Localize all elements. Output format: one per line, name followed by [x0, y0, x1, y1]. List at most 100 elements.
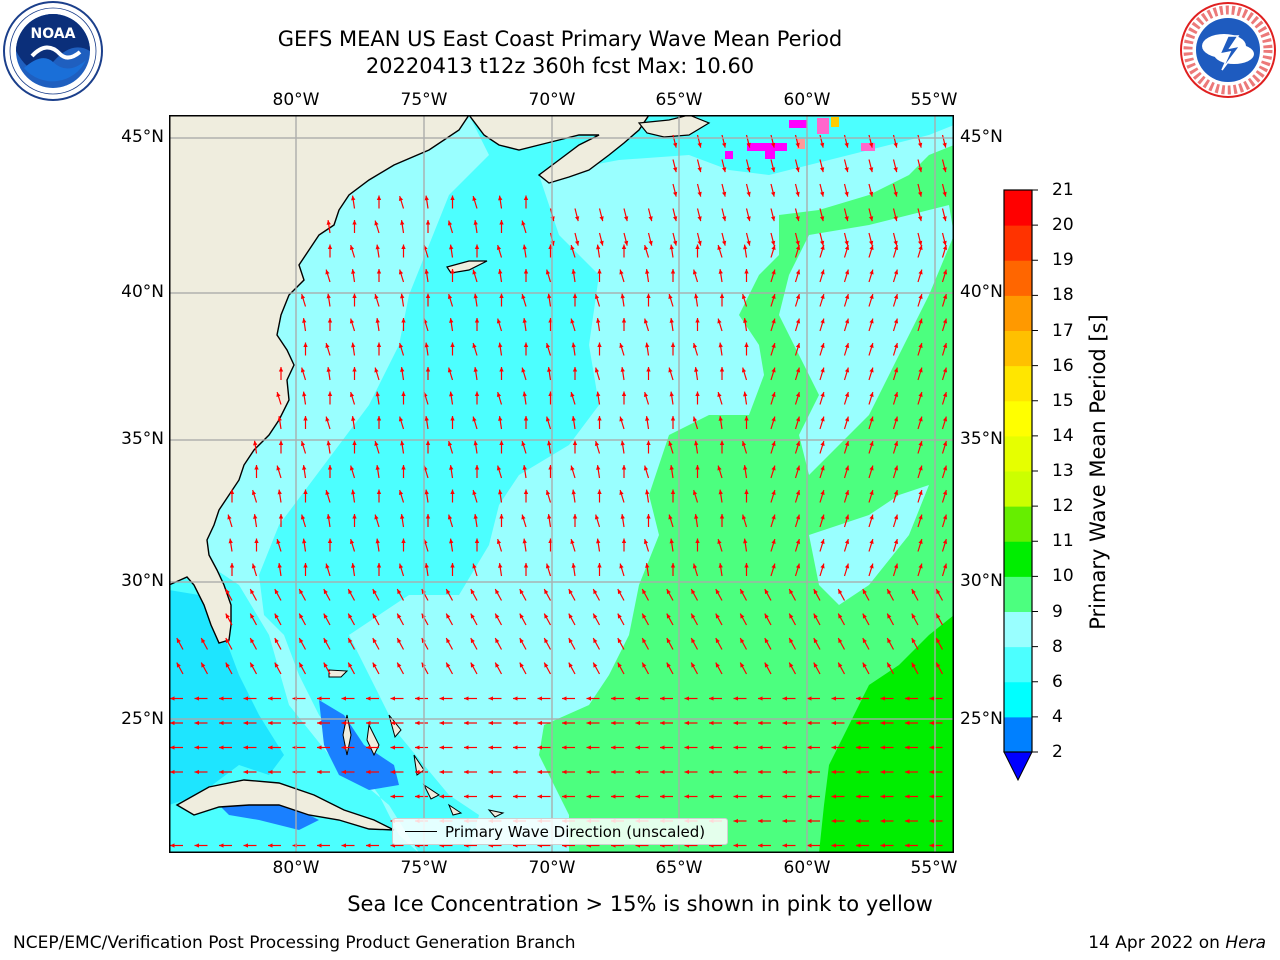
wave-direction-arrowhead [176, 662, 181, 668]
wave-direction-arrowhead [660, 745, 665, 750]
wave-direction-arrowhead [376, 563, 382, 568]
wave-direction-arrowhead [250, 589, 255, 595]
wave-direction-arrowhead [611, 696, 616, 701]
wave-direction-arrowhead [366, 843, 371, 848]
wave-direction-arrowhead [341, 769, 347, 775]
wave-direction-arrowhead [470, 613, 475, 619]
wave-direction-arrowhead [594, 294, 600, 300]
wave-direction-arrowhead [470, 589, 475, 595]
wave-direction-arrowhead [905, 745, 910, 750]
wave-direction-arrowhead [838, 662, 843, 668]
wave-direction-arrowhead [746, 142, 751, 148]
wave-direction-arrowhead [918, 514, 923, 520]
wave-direction-arrowhead [709, 794, 714, 799]
wave-direction-arrowhead [862, 662, 867, 668]
wave-direction-arrowhead [918, 269, 923, 275]
wave-direction-arrowhead [893, 367, 899, 373]
wave-direction-arrowhead [795, 318, 801, 324]
wave-direction-arrowhead [807, 818, 812, 824]
wave-direction-arrowhead [929, 794, 935, 799]
wave-direction-arrowhead [586, 720, 592, 726]
wave-direction-arrowhead [635, 794, 641, 799]
wave-direction-arrowhead [545, 416, 551, 422]
wave-direction-arrowhead [869, 367, 874, 373]
wave-direction-arrowhead [740, 613, 745, 619]
wave-direction-arrowhead [942, 167, 947, 173]
wave-direction-arrowhead [219, 696, 224, 701]
wave-direction-arrowhead [643, 465, 649, 471]
wave-direction-arrowhead [390, 720, 396, 726]
wave-direction-arrowhead [376, 342, 382, 348]
wave-direction-arrowhead [771, 294, 776, 300]
colorbar-cell [1004, 260, 1032, 296]
wave-direction-arrowhead [905, 696, 910, 701]
wave-direction-arrowhead [893, 245, 899, 251]
wave-direction-arrowhead [425, 220, 431, 225]
wave-direction-arrowhead [782, 794, 788, 799]
colorbar-underflow-triangle [1003, 751, 1033, 782]
wave-direction-arrowhead [194, 745, 200, 750]
wave-direction-arrowhead [464, 769, 469, 775]
wave-direction-arrowhead [254, 465, 259, 470]
wave-direction-arrowhead [758, 769, 763, 775]
wave-direction-arrowhead [670, 342, 676, 348]
wave-direction-arrowhead [268, 769, 273, 775]
wave-direction-arrowhead [660, 769, 665, 775]
wave-direction-arrowhead [893, 167, 898, 173]
wave-direction-arrowhead [807, 794, 812, 799]
wave-direction-arrowhead [194, 720, 200, 726]
wave-direction-arrowhead [390, 745, 396, 750]
wave-direction-arrowhead [519, 613, 524, 619]
wave-direction-arrowhead [905, 794, 910, 799]
wave-direction-arrowhead [942, 514, 948, 520]
wave-direction-arrowhead [277, 416, 282, 421]
wave-direction-arrowhead [523, 269, 529, 274]
colorbar-cell [1004, 471, 1032, 507]
wave-direction-arrowhead [473, 367, 478, 372]
wave-direction-arrowhead [844, 318, 850, 324]
wave-direction-arrowhead [523, 489, 529, 495]
wave-direction-arrowhead [691, 589, 696, 595]
wave-direction-arrowhead [521, 514, 526, 520]
wave-direction-arrowhead [844, 465, 850, 471]
wave-direction-arrowhead [770, 142, 776, 148]
wave-direction-arrowhead [278, 367, 284, 372]
wave-direction-arrowhead [869, 465, 874, 471]
wave-direction-arrowhead [795, 269, 801, 275]
wave-direction-arrowhead [740, 589, 745, 595]
wave-direction-arrowhead [495, 613, 500, 619]
wave-direction-arrowhead [268, 696, 273, 701]
wave-direction-arrowhead [513, 794, 518, 799]
wave-direction-arrowhead [869, 416, 874, 422]
wave-direction-arrowhead [905, 720, 910, 726]
wave-direction-arrowhead [936, 589, 941, 595]
wave-direction-arrowhead [929, 843, 935, 848]
wave-direction-arrowhead [743, 244, 748, 250]
coastal-shelf-period-6-8 [169, 115, 954, 853]
wave-direction-arrowhead [668, 294, 673, 300]
wave-direction-arrowhead [201, 662, 206, 668]
wave-direction-arrowhead [366, 720, 371, 726]
wave-direction-arrowhead [547, 514, 552, 519]
lat-tick-label: 45°N [960, 127, 1003, 147]
wave-direction-arrowhead [642, 589, 647, 595]
wave-direction-arrowhead [425, 367, 431, 372]
wave-direction-arrowhead [672, 191, 678, 197]
lat-tick-label: 25°N [960, 709, 1003, 729]
wave-direction-arrowhead [473, 220, 478, 225]
map-border [169, 115, 954, 853]
wave-direction-arrowhead [401, 538, 406, 544]
wave-direction-arrowhead [499, 220, 504, 225]
wave-direction-arrowhead [596, 318, 601, 323]
wave-direction-arrowhead [831, 843, 837, 848]
wave-direction-arrowhead [398, 196, 404, 202]
wave-direction-arrowhead [717, 245, 722, 251]
wave-direction-arrowhead [869, 539, 874, 545]
wave-direction-arrowhead [733, 843, 739, 848]
wave-direction-arrowhead [819, 216, 825, 222]
wave-direction-arrowhead [918, 343, 923, 349]
wave-direction-arrowhead [568, 613, 573, 619]
wave-direction-arrowhead [537, 745, 543, 750]
wave-direction-arrowhead [375, 244, 380, 250]
wave-direction-arrowhead [521, 294, 526, 300]
